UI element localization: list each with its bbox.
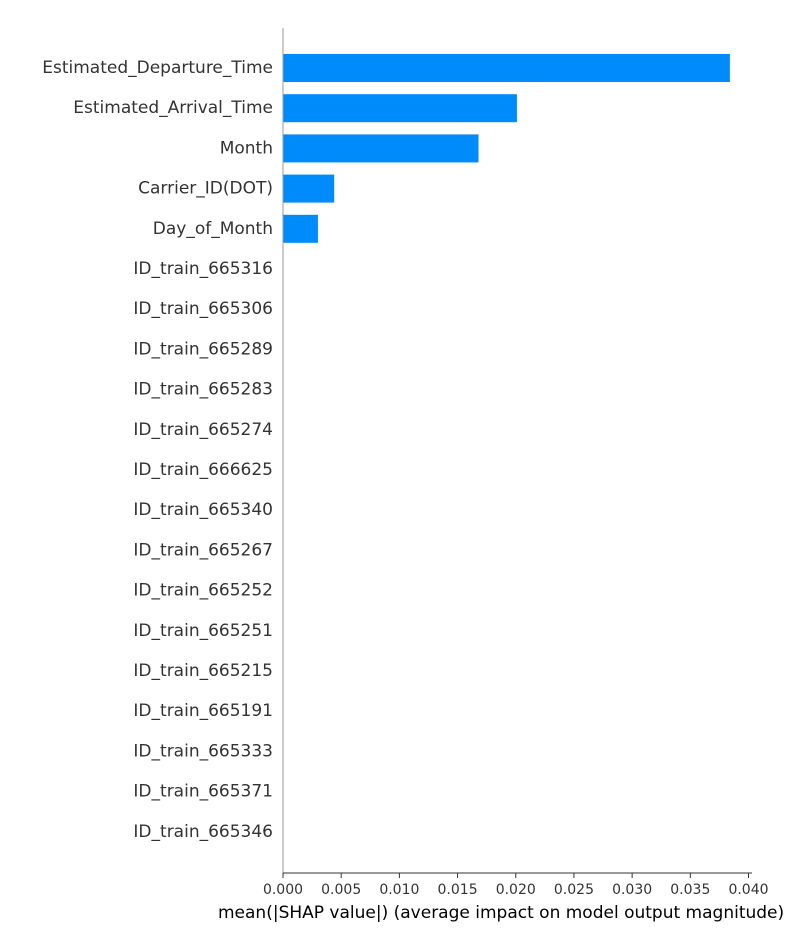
x-tick-label: 0.025 [554,882,594,898]
feature-label: ID_train_665289 [133,339,273,359]
bar-estimated-arrival-time [283,94,517,123]
feature-label: ID_train_665316 [133,259,273,279]
bars-layer [283,54,730,243]
x-tick-label: 0.005 [321,882,361,898]
feature-labels: Estimated_Departure_Time Estimated_Arriva… [42,58,273,842]
feature-label: ID_train_665346 [133,822,273,842]
feature-label: Day_of_Month [153,219,273,239]
x-tick-label: 0.015 [438,882,478,898]
feature-label: ID_train_665267 [133,540,273,560]
bar-month [283,134,479,163]
feature-label: ID_train_666625 [133,460,273,480]
x-tick-label: 0.020 [496,882,536,898]
x-axis-title: mean(|SHAP value|) (average impact on mo… [218,903,784,923]
x-tick-label: 0.010 [379,882,419,898]
feature-label: Estimated_Departure_Time [42,58,273,78]
feature-label: Month [220,138,273,158]
feature-label: ID_train_665371 [133,782,273,802]
feature-label: ID_train_665274 [133,420,273,440]
feature-label: ID_train_665340 [133,500,273,520]
bar-day-of-month [283,214,318,243]
x-tick-label: 0.040 [728,882,768,898]
feature-label: Carrier_ID(DOT) [138,179,273,199]
x-tick-label: 0.000 [263,882,303,898]
feature-label: ID_train_665306 [133,299,273,319]
feature-label: ID_train_665191 [133,701,273,721]
feature-label: Estimated_Arrival_Time [73,98,273,118]
x-axis-ticks: 0.000 0.005 0.010 0.015 0.020 0.025 0.030 0.035… [263,873,769,898]
feature-label: ID_train_665283 [133,380,273,400]
bar-carrier-id-dot [283,174,335,203]
feature-label: ID_train_665333 [133,741,273,761]
feature-label: ID_train_665252 [133,581,273,601]
bar-estimated-departure-time [283,54,730,82]
feature-label: ID_train_665215 [133,661,273,681]
x-tick-label: 0.035 [670,882,710,898]
feature-label: ID_train_665251 [133,621,273,641]
x-tick-label: 0.030 [612,882,652,898]
